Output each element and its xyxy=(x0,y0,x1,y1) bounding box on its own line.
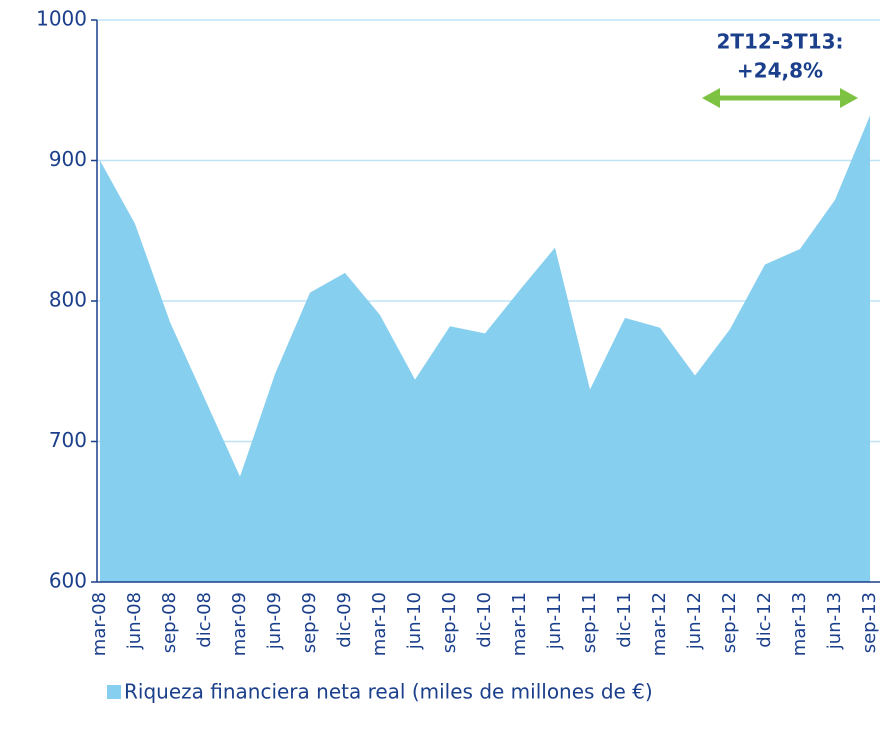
x-tick-label: sep-12 xyxy=(719,592,740,653)
x-tick-label: mar-13 xyxy=(789,592,810,656)
x-tick-label: dic-12 xyxy=(754,592,775,648)
legend-swatch xyxy=(107,685,121,699)
x-tick-label: dic-09 xyxy=(334,592,355,648)
arrow-head xyxy=(840,88,858,108)
x-tick-label: mar-09 xyxy=(229,592,250,656)
x-tick-label: jun-08 xyxy=(124,592,145,650)
y-tick-label: 700 xyxy=(49,428,87,452)
x-tick-label: sep-10 xyxy=(439,592,460,653)
x-tick-label: mar-08 xyxy=(89,592,110,656)
y-tick-label: 1000 xyxy=(36,7,87,31)
x-tick-label: jun-09 xyxy=(264,592,285,650)
x-tick-label: dic-10 xyxy=(474,592,495,648)
area xyxy=(100,115,870,582)
x-tick-label: jun-12 xyxy=(684,592,705,650)
x-tick-label: dic-08 xyxy=(194,592,215,648)
x-tick-label: dic-11 xyxy=(614,592,635,648)
x-tick-label: mar-12 xyxy=(649,592,670,656)
x-tick-label: jun-10 xyxy=(404,592,425,650)
y-tick-label: 900 xyxy=(49,147,87,171)
x-tick-label: mar-10 xyxy=(369,592,390,656)
x-tick-label: jun-13 xyxy=(824,592,845,650)
x-tick-label: sep-08 xyxy=(159,592,180,653)
annotation: 2T12-3T13: xyxy=(716,30,843,54)
x-tick-label: sep-09 xyxy=(299,592,320,653)
y-tick-label: 600 xyxy=(49,569,87,593)
legend-label: Riqueza financiera neta real (miles de m… xyxy=(124,680,653,704)
x-tick-label: mar-11 xyxy=(509,592,530,656)
x-tick-label: jun-11 xyxy=(544,592,565,650)
arrow-head xyxy=(702,88,720,108)
x-tick-label: sep-11 xyxy=(579,592,600,653)
x-tick-label: sep-13 xyxy=(859,592,880,653)
annotation: +24,8% xyxy=(737,59,823,83)
y-tick-label: 800 xyxy=(49,288,87,312)
